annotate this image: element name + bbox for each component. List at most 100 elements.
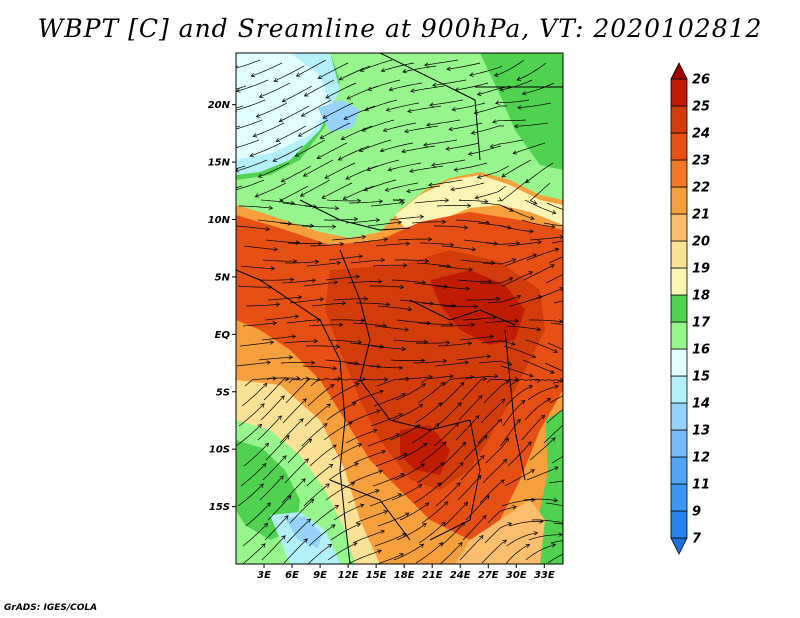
streamline [279, 185, 309, 202]
streamline [446, 62, 481, 70]
streamline-arrow [489, 334, 495, 339]
colorbar-label: 11 [692, 478, 710, 493]
streamline-arrow [465, 286, 471, 292]
streamline-arrow [363, 296, 369, 301]
streamline-arrow [459, 461, 464, 467]
streamline [457, 279, 492, 282]
streamline [413, 482, 442, 504]
streamline [441, 324, 475, 327]
streamline [434, 225, 468, 229]
streamline-arrow [483, 199, 489, 204]
streamline [236, 361, 271, 367]
streamline-arrow [572, 268, 576, 272]
streamline-arrow [497, 197, 503, 202]
streamline-arrow [470, 130, 476, 135]
streamline [261, 335, 296, 341]
streamline-arrow [395, 433, 401, 438]
streamline [347, 489, 380, 504]
streamline-arrow [551, 543, 557, 548]
streamline [362, 119, 395, 132]
streamline-arrow [332, 366, 338, 371]
streamline-arrow [378, 469, 383, 474]
streamline [522, 82, 555, 95]
streamline [416, 262, 451, 267]
streamline-arrow [360, 318, 366, 323]
streamline-arrow [300, 112, 306, 117]
streamline-arrow [230, 128, 234, 132]
streamline-arrow [263, 522, 269, 528]
colorbar-swatch [670, 62, 688, 80]
streamline [369, 493, 402, 507]
streamline [553, 300, 563, 304]
streamline [506, 532, 538, 547]
streamline [282, 398, 307, 424]
streamline-arrow [422, 523, 427, 528]
streamline [322, 102, 354, 119]
streamline-arrow [333, 280, 339, 285]
streamline [377, 305, 412, 310]
streamline [241, 543, 266, 564]
streamline-arrow [303, 538, 308, 543]
streamline [475, 185, 507, 199]
streamline [289, 499, 315, 524]
streamline-arrow [291, 334, 297, 339]
streamline-arrow [582, 377, 586, 381]
streamline-arrow [269, 340, 275, 345]
streamline [522, 359, 555, 374]
streamline-arrow [309, 498, 315, 504]
country-borders [236, 53, 563, 564]
streamline [266, 377, 300, 381]
streamline [398, 376, 433, 381]
streamline [243, 245, 278, 250]
streamline [490, 139, 524, 148]
streamline [529, 236, 563, 241]
streamline [302, 365, 337, 369]
streamline [466, 298, 500, 301]
streamline [428, 179, 463, 186]
streamline-arrow [294, 152, 300, 157]
streamline-arrow [580, 536, 584, 540]
streamline [311, 505, 339, 527]
streamline-arrow [273, 77, 279, 82]
streamline-arrow [207, 131, 211, 135]
streamline [283, 538, 308, 564]
colorbar-label: 23 [692, 154, 710, 169]
streamline [324, 162, 356, 179]
streamline [485, 242, 520, 245]
streamline [389, 82, 423, 91]
streamline-arrow [257, 423, 263, 429]
streamline-arrow [468, 267, 474, 272]
streamline [375, 243, 410, 247]
streamline-arrow [574, 354, 578, 357]
streamline [279, 222, 314, 227]
streamline [301, 423, 328, 447]
streamline [499, 419, 521, 447]
streamline [434, 361, 469, 367]
streamline-arrow [559, 287, 563, 292]
streamline [421, 501, 449, 524]
streamline [258, 356, 293, 361]
streamline-arrow [337, 156, 343, 161]
streamline [240, 463, 267, 487]
streamline-arrow [385, 302, 391, 307]
streamline-arrow [474, 195, 480, 200]
streamline [512, 142, 546, 154]
streamline-arrow [287, 221, 293, 226]
lon-tick-label: 21E [422, 570, 443, 581]
lon-tick-label: 9E [313, 570, 327, 581]
streamline [389, 424, 421, 441]
streamline [259, 82, 291, 98]
streamline-arrow [281, 98, 287, 103]
streamline-arrow [280, 395, 285, 400]
streamline [238, 403, 265, 427]
streamline-arrow [554, 384, 560, 390]
streamline-arrow [471, 247, 477, 252]
streamline [547, 342, 563, 351]
streamline [352, 530, 385, 544]
streamline-arrow [353, 216, 359, 222]
streamline-arrow [313, 338, 319, 344]
streamline [372, 473, 405, 487]
streamline-arrow [417, 484, 423, 489]
streamline [239, 341, 274, 347]
streamline [414, 402, 443, 424]
